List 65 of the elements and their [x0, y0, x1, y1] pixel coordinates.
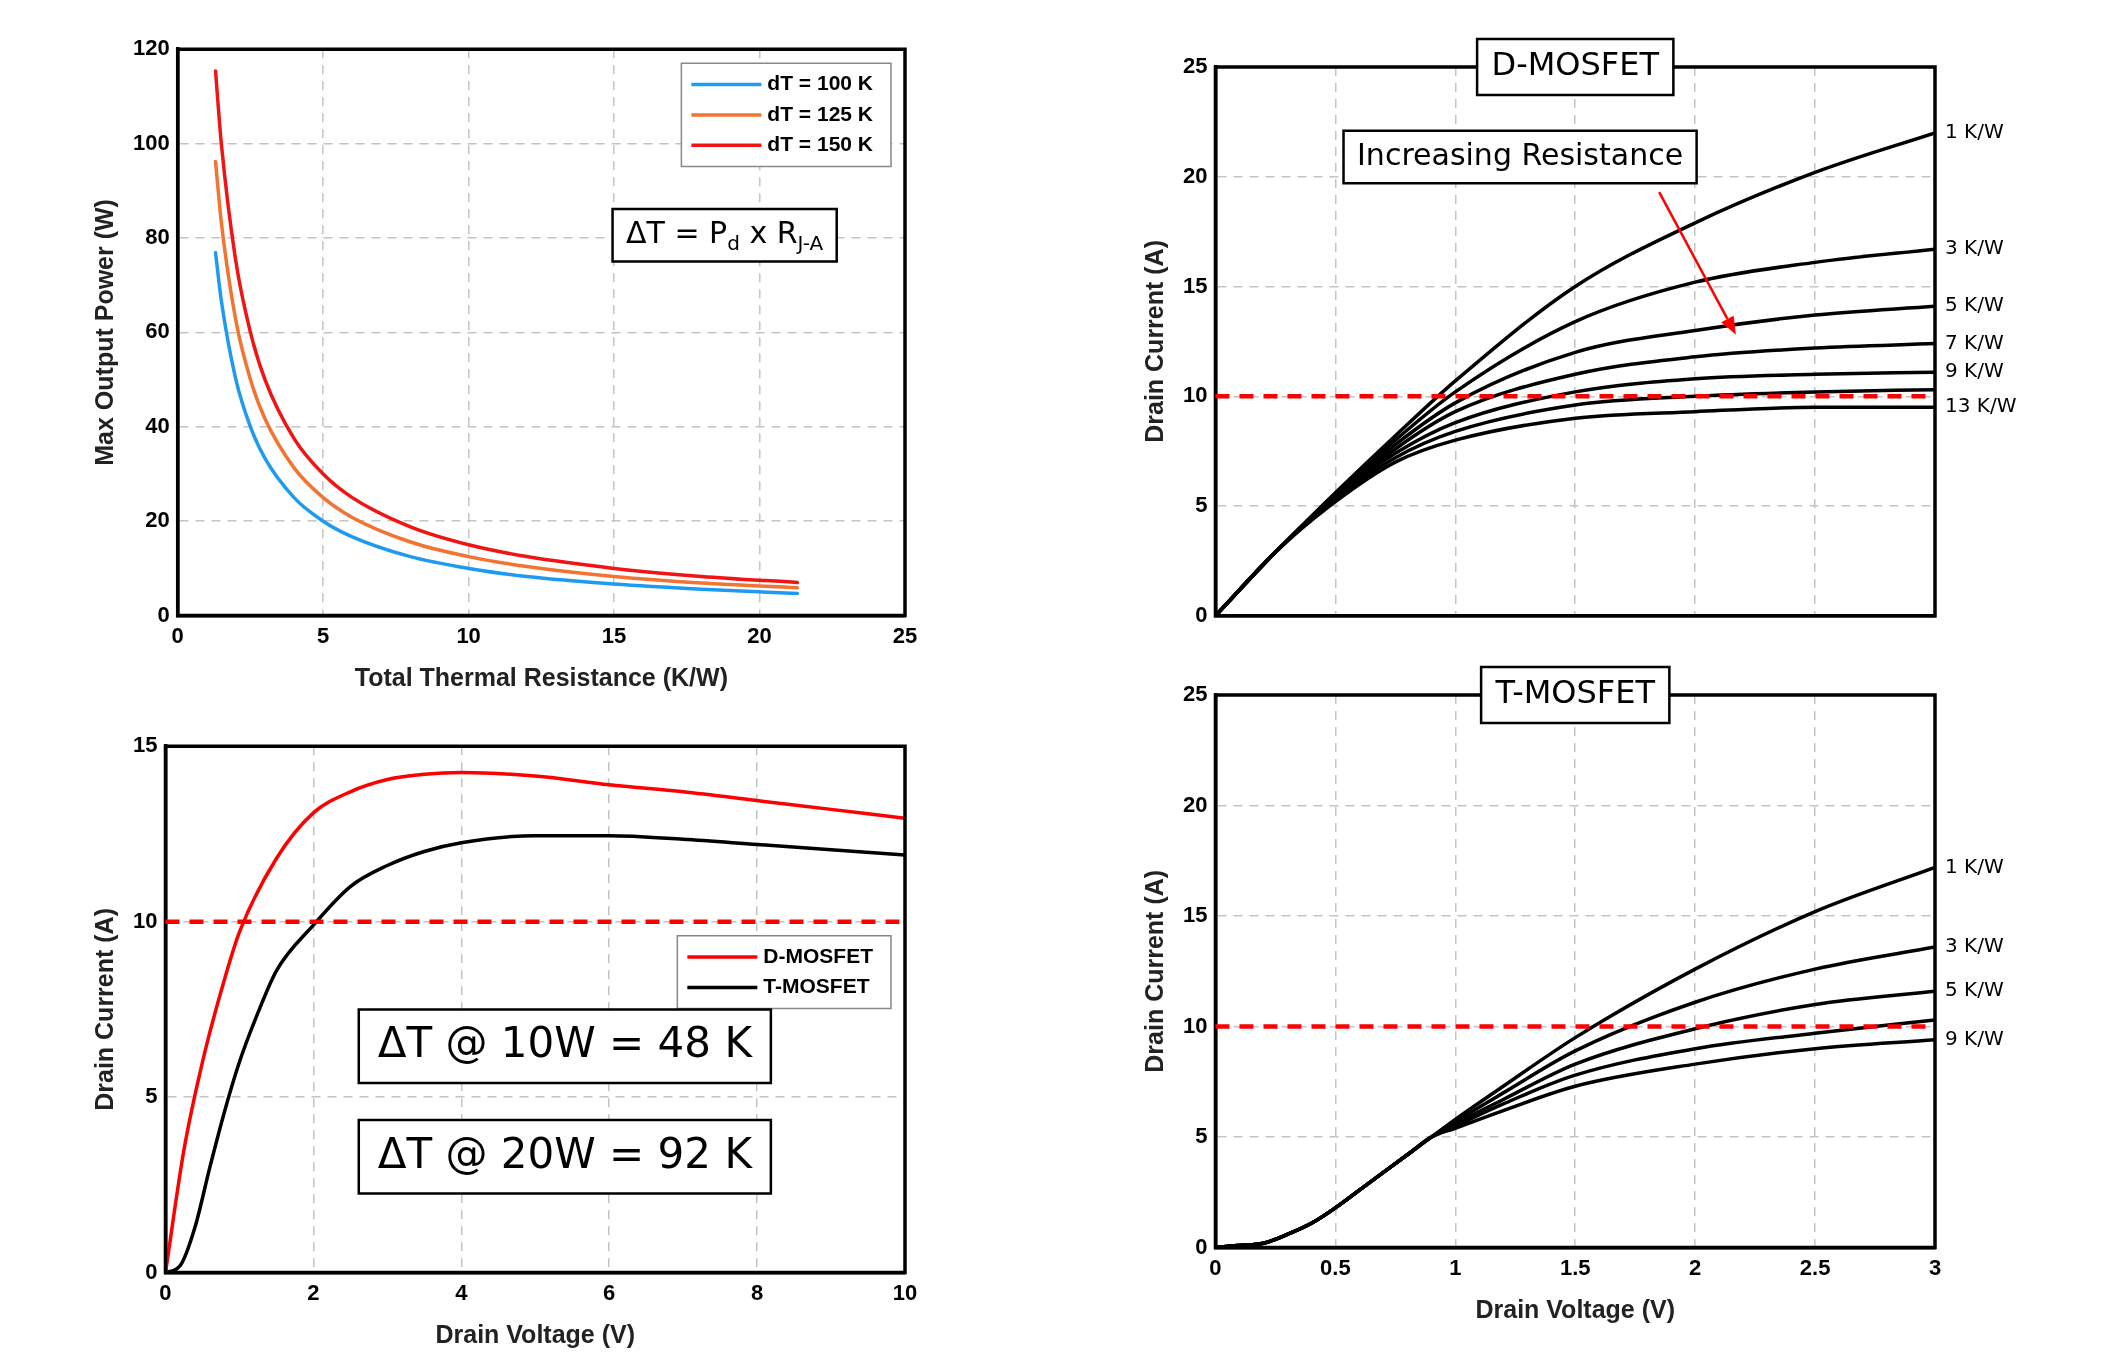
series-label: 3 K/W — [1945, 235, 2004, 260]
x-tick-label: 15 — [601, 622, 627, 648]
y-tick-label: 10 — [132, 907, 158, 933]
y-axis-title: Drain Current (A) — [1139, 869, 1168, 1073]
y-tick-label: 80 — [145, 224, 170, 250]
y-tick-label: 0 — [1195, 601, 1208, 627]
x-tick-label: 10 — [456, 622, 481, 648]
y-tick-label: 20 — [145, 507, 170, 533]
legend-label: T-MOSFET — [763, 974, 870, 998]
y-tick-label: 15 — [132, 732, 158, 758]
y-tick-label: 15 — [1182, 272, 1208, 298]
y-tick-label: 10 — [1182, 1012, 1208, 1038]
annotation: ΔT @ 20W = 92 K — [377, 1128, 754, 1178]
x-tick-label: 5 — [317, 622, 330, 648]
y-tick-label: 120 — [132, 35, 170, 61]
y-tick-label: 40 — [145, 412, 170, 438]
x-tick-label: 3 — [1928, 1254, 1942, 1280]
x-tick-label: 6 — [603, 1279, 616, 1305]
x-tick-label: 2.5 — [1799, 1254, 1831, 1280]
x-tick-label: 10 — [892, 1279, 918, 1305]
annotation: Increasing Resistance — [1357, 136, 1684, 172]
y-axis-title: Drain Current (A) — [89, 908, 118, 1111]
y-tick-label: 5 — [1195, 1123, 1208, 1149]
x-tick-label: 8 — [750, 1279, 764, 1305]
y-tick-label: 0 — [157, 601, 170, 627]
annotation: ΔT @ 10W = 48 K — [377, 1018, 754, 1068]
x-tick-label: 1.5 — [1559, 1254, 1591, 1280]
y-tick-label: 5 — [145, 1083, 158, 1109]
y-tick-label: 25 — [1182, 681, 1208, 707]
y-tick-label: 25 — [1182, 53, 1208, 79]
series-label: 9 K/W — [1945, 1026, 2004, 1051]
x-tick-label: 0.5 — [1320, 1254, 1351, 1280]
y-tick-label: 20 — [1182, 162, 1208, 188]
series-label: 13 K/W — [1945, 393, 2017, 418]
legend-label: dT = 125 K — [767, 101, 874, 125]
x-tick-label: 4 — [455, 1279, 469, 1305]
series-label: 7 K/W — [1945, 329, 2004, 354]
y-tick-label: 10 — [1182, 382, 1208, 408]
series-label: 5 K/W — [1945, 292, 2004, 317]
legend-label: dT = 150 K — [767, 132, 874, 156]
x-axis-title: Drain Voltage (V) — [1475, 1294, 1676, 1323]
y-axis-title: Drain Current (A) — [1139, 240, 1168, 443]
y-axis-title: Max Output Power (W) — [89, 199, 118, 466]
series-label: 5 K/W — [1945, 977, 2004, 1002]
chart-title: T-MOSFET — [1494, 673, 1656, 712]
x-tick-label: 1 — [1449, 1254, 1462, 1280]
y-tick-label: 15 — [1182, 902, 1208, 928]
x-axis-title: Drain Voltage (V) — [435, 1319, 636, 1348]
y-tick-label: 100 — [132, 129, 170, 155]
series-label: 3 K/W — [1945, 933, 2004, 958]
y-tick-label: 0 — [1195, 1233, 1208, 1259]
x-tick-label: 25 — [892, 622, 918, 648]
x-axis-title: Total Thermal Resistance (K/W) — [354, 662, 728, 691]
series-label: 9 K/W — [1945, 358, 2004, 383]
y-tick-label: 5 — [1195, 492, 1208, 518]
x-tick-label: 20 — [747, 622, 772, 648]
series-label: 1 K/W — [1945, 853, 2004, 878]
legend-label: D-MOSFET — [763, 943, 874, 967]
y-tick-label: 20 — [1182, 791, 1208, 817]
y-tick-label: 60 — [145, 318, 170, 344]
legend-label: dT = 100 K — [767, 71, 874, 95]
chart-title: D-MOSFET — [1491, 45, 1660, 84]
x-tick-label: 2 — [307, 1279, 320, 1305]
series-label: 1 K/W — [1945, 119, 2004, 144]
x-tick-label: 2 — [1689, 1254, 1702, 1280]
